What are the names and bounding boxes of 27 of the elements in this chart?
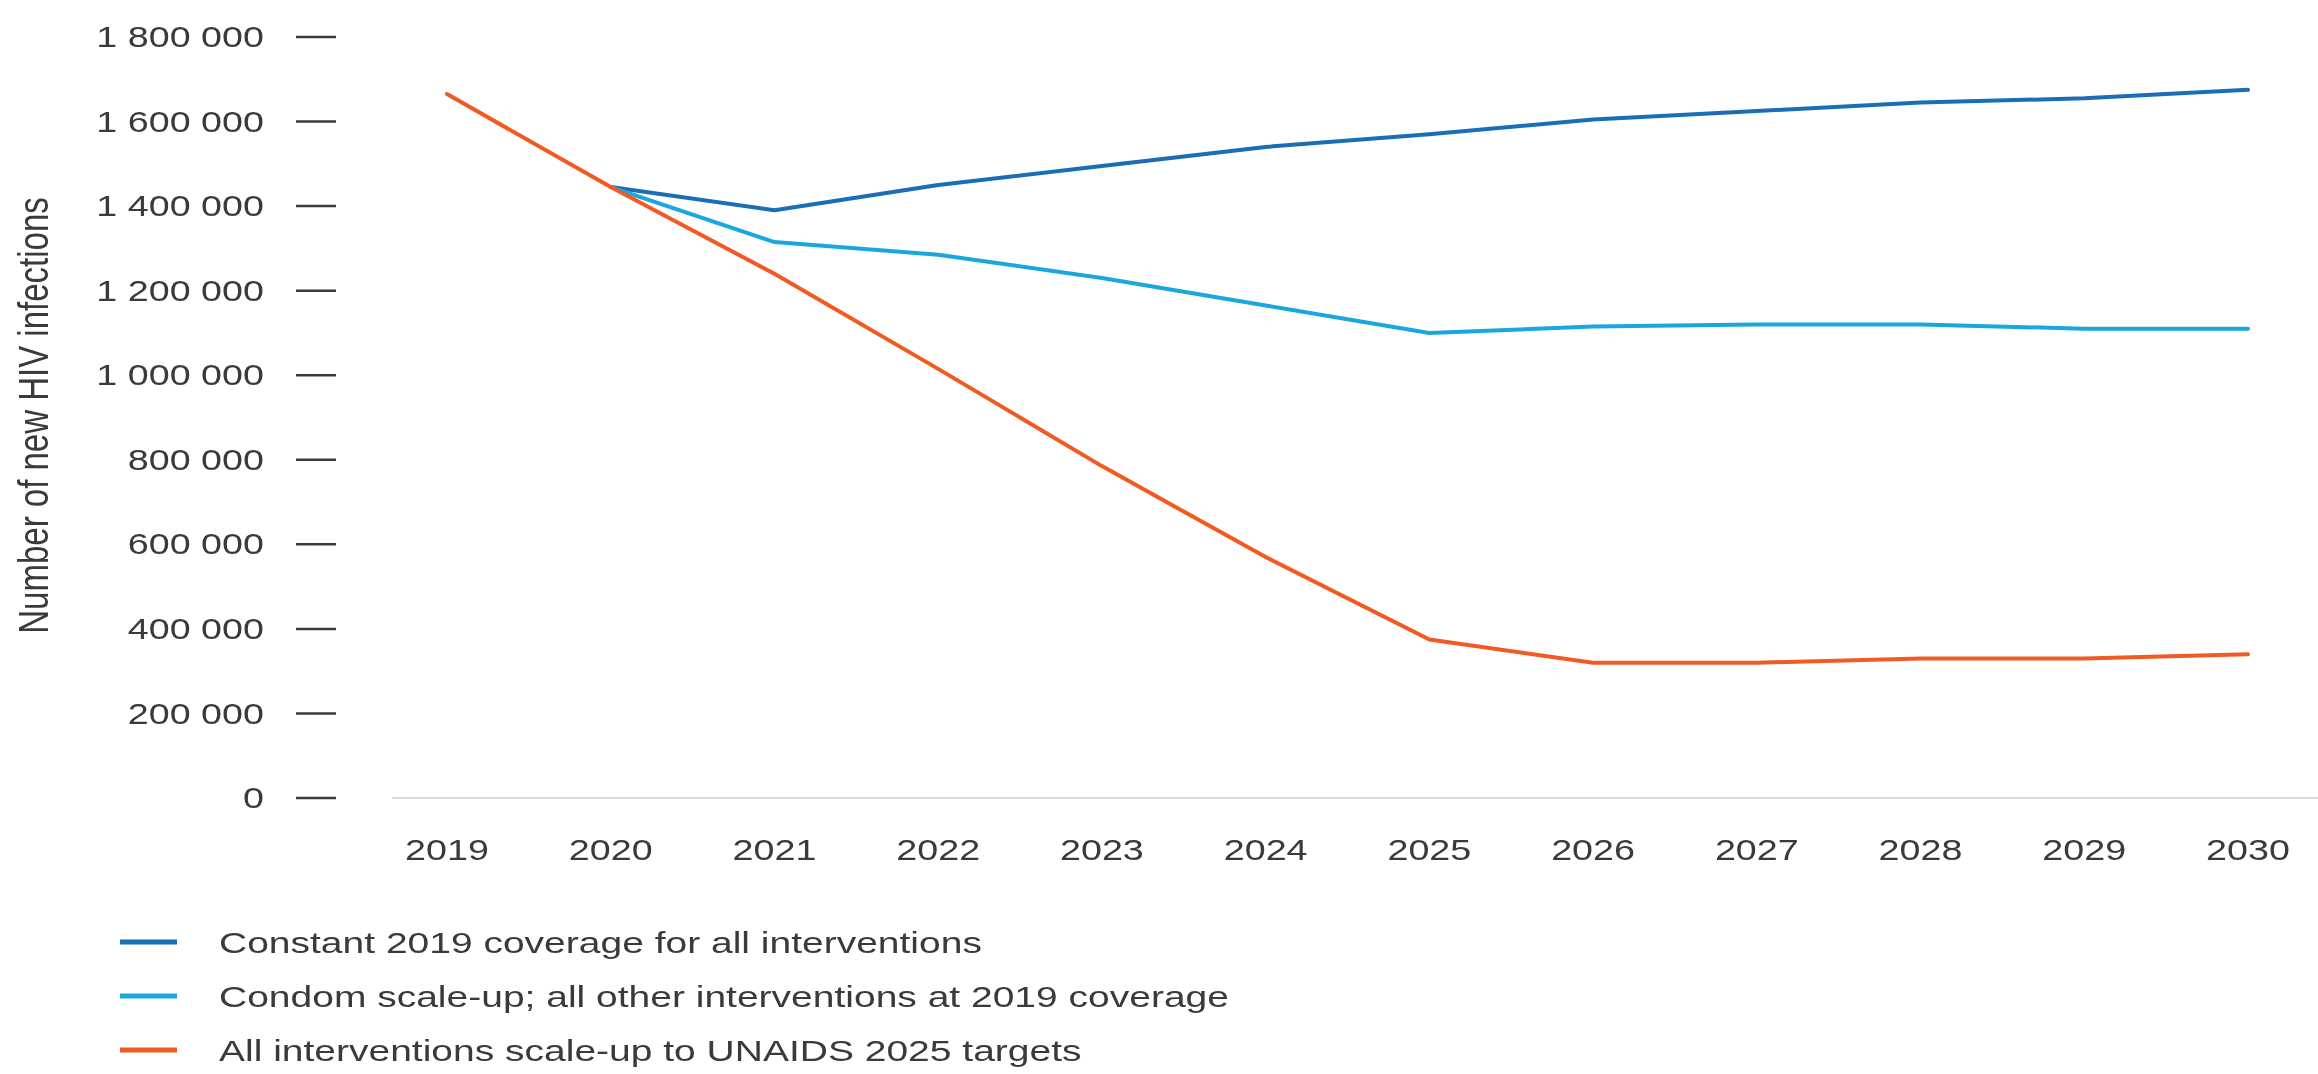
legend-label: Condom scale-up; all other interventions at 2019 coverage: [219, 979, 1229, 1013]
legend-label: All interventions scale-up to UNAIDS 2025 targets: [219, 1033, 1082, 1067]
y-tick-label: 600 000: [127, 528, 264, 561]
x-tick-label: 2023: [1059, 834, 1144, 867]
y-tick-label: 1 200 000: [96, 274, 264, 307]
x-tick-label: 2024: [1223, 834, 1308, 867]
x-tick-label: 2021: [732, 834, 817, 867]
x-tick-label: 2027: [1714, 834, 1799, 867]
y-tick-label: 200 000: [127, 697, 264, 730]
x-tick-label: 2020: [568, 834, 653, 867]
legend-label: Constant 2019 coverage for all interventions: [219, 925, 982, 959]
y-tick-label: 1 600 000: [96, 105, 264, 138]
y-tick-label: 0: [243, 782, 264, 815]
x-tick-label: 2028: [1878, 834, 1963, 867]
x-tick-label: 2025: [1387, 834, 1472, 867]
y-tick-label: 1 000 000: [96, 359, 264, 392]
y-tick-label: 800 000: [127, 444, 264, 476]
x-tick-label: 2026: [1551, 834, 1636, 867]
y-tick-label: 1 800 000: [96, 21, 264, 54]
y-tick-label: 1 400 000: [96, 190, 264, 223]
line-series: [445, 92, 2250, 665]
y-tick-label: 400 000: [127, 613, 264, 646]
x-tick-label: 2022: [896, 834, 981, 867]
y-axis-title: Number of new HIV infections: [8, 197, 57, 634]
x-tick-label: 2030: [2206, 834, 2290, 867]
x-tick-label: 2029: [2042, 834, 2127, 867]
x-tick-label: 2019: [405, 834, 489, 867]
